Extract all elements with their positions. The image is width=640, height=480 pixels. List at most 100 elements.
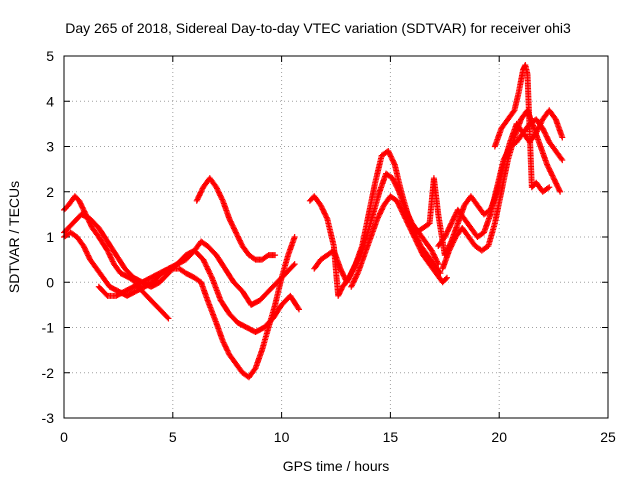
data-point [389, 175, 402, 194]
data-point [206, 175, 219, 189]
data-point [100, 274, 112, 289]
axis-ticks: 0 5 10 15 20 25 -3 -2 -1 0 1 2 3 4 5 [42, 48, 616, 445]
y-tick-label: -2 [42, 365, 55, 381]
data-point [550, 175, 563, 194]
data-point [67, 229, 79, 240]
data-point [252, 325, 266, 336]
data-point [430, 261, 443, 275]
data-point [539, 185, 551, 195]
x-tick-label: 5 [169, 429, 177, 445]
data-point [311, 257, 323, 272]
data-point [361, 235, 374, 259]
data-point [507, 139, 519, 150]
data-point [95, 224, 110, 244]
data-point [248, 297, 262, 308]
data-point [121, 265, 136, 280]
data-point [413, 238, 426, 257]
data-point [93, 265, 106, 280]
data-point [239, 243, 252, 257]
y-tick-label: -3 [42, 410, 55, 426]
data-point [213, 319, 226, 343]
data-point [259, 253, 271, 263]
data-point [400, 211, 413, 230]
data-point [485, 221, 498, 250]
data-point [252, 348, 265, 372]
data-point [552, 148, 565, 162]
data-point [413, 225, 425, 236]
data-point [287, 292, 302, 312]
data-point [491, 190, 505, 227]
data-point [491, 126, 504, 150]
data-point [78, 211, 92, 222]
y-tick-label: 0 [46, 274, 54, 290]
data-point [80, 243, 93, 262]
data-point [226, 351, 238, 366]
data-point [139, 275, 153, 286]
data-point [148, 270, 162, 281]
data-point [498, 158, 511, 195]
data-point [511, 117, 524, 141]
data-point [71, 193, 82, 203]
data-point [494, 158, 507, 191]
data-point [104, 238, 119, 257]
data-point [435, 261, 442, 268]
data-point [259, 326, 272, 354]
data-point [330, 247, 343, 271]
data-point [426, 261, 439, 275]
data-point [296, 306, 303, 313]
data-point [504, 108, 517, 123]
data-point [546, 184, 553, 191]
data-point [480, 207, 493, 218]
data-point [430, 175, 442, 216]
x-tick-label: 20 [491, 429, 507, 445]
data-point [148, 279, 162, 290]
data-point [174, 257, 188, 268]
data-point [76, 197, 89, 217]
data-point [372, 154, 385, 186]
data-point [406, 224, 419, 244]
data-point [524, 71, 535, 189]
data-point [385, 148, 398, 167]
data-point [113, 288, 127, 299]
data-point [317, 202, 330, 221]
plot-frame [63, 55, 609, 419]
data-point [274, 271, 288, 286]
data-point [374, 203, 387, 222]
data-point [291, 234, 298, 240]
data-point [443, 274, 450, 281]
data-point [424, 252, 436, 266]
data-point [467, 193, 480, 208]
data-point [511, 90, 522, 114]
data-point [130, 279, 145, 290]
data-point [480, 212, 493, 236]
data-point [106, 283, 121, 294]
y-tick-label: 1 [46, 229, 54, 245]
data-point [448, 208, 461, 227]
data-point [156, 306, 171, 321]
data-point [335, 285, 345, 299]
data-point [402, 206, 415, 226]
data-point [139, 288, 153, 303]
x-tick-label: 25 [600, 429, 616, 445]
x-axis-label: GPS time / hours [283, 458, 390, 474]
data-point [222, 265, 236, 285]
data-point [317, 253, 329, 263]
data-point [132, 284, 147, 295]
data-point [478, 243, 491, 254]
data-point [182, 248, 197, 263]
data-point [546, 138, 558, 153]
y-tick-label: 4 [46, 93, 54, 109]
data-point [363, 212, 376, 240]
data-point [474, 230, 486, 240]
data-point [95, 283, 110, 298]
data-point [219, 338, 232, 357]
data-point [531, 125, 544, 149]
data-point [343, 267, 356, 286]
data-point [387, 193, 399, 203]
data-point [365, 181, 378, 218]
data-point [156, 271, 171, 286]
data-point [95, 234, 110, 253]
data-point [89, 224, 101, 239]
data-point [261, 316, 275, 331]
data-point [383, 170, 395, 181]
